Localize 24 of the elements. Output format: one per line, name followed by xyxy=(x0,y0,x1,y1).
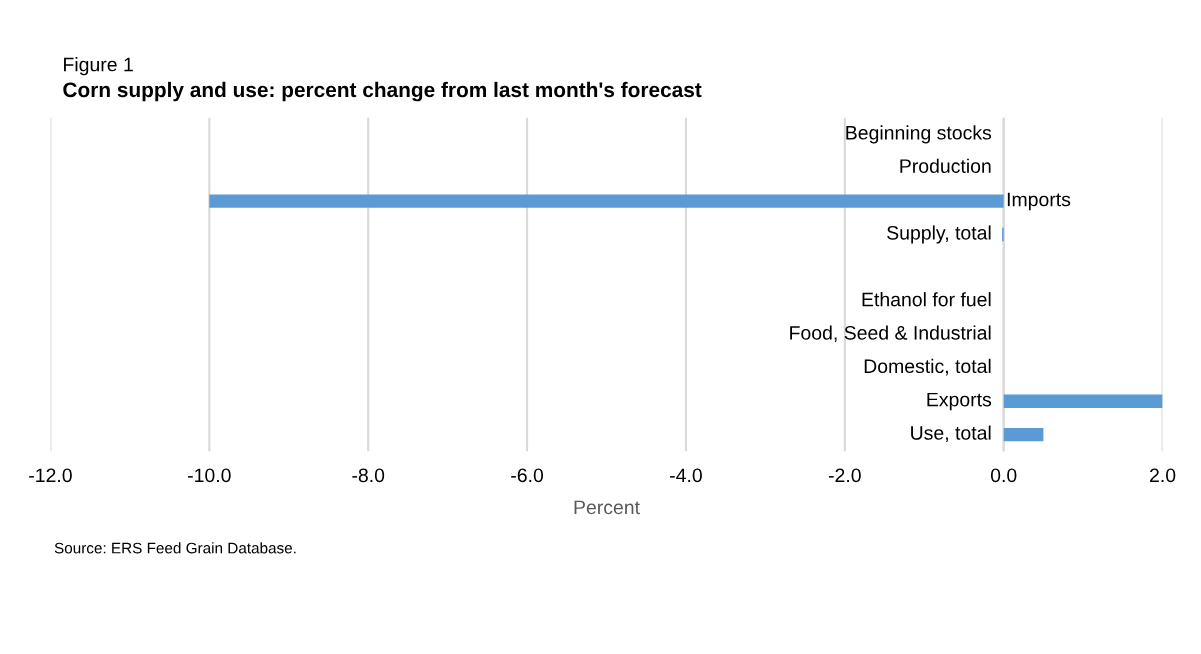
x-tick-label: -8.0 xyxy=(352,468,385,483)
x-axis-title: Percent xyxy=(574,500,640,515)
bar xyxy=(209,194,1004,208)
bar xyxy=(1003,394,1163,408)
y-tick-label: Supply, total xyxy=(887,225,991,244)
x-tick-label: 0.0 xyxy=(990,468,1017,483)
x-tick-label: -12.0 xyxy=(29,468,72,483)
bar xyxy=(1003,427,1044,442)
x-tick-label: -10.0 xyxy=(188,468,231,483)
source-note: Source: ERS Feed Grain Database. xyxy=(54,542,296,554)
x-tick-label: 2.0 xyxy=(1150,468,1176,483)
x-tick-label: -4.0 xyxy=(670,468,702,483)
y-tick-label: Ethanol for fuel xyxy=(862,292,991,307)
y-tick-label: Domestic, total xyxy=(864,358,991,376)
caption: Figure 1 xyxy=(64,57,133,76)
x-tick-label: -6.0 xyxy=(511,468,544,483)
y-tick-label: Use, total xyxy=(911,425,991,443)
x-tick-label: -2.0 xyxy=(828,468,861,483)
y-tick-label: Imports xyxy=(1007,192,1071,211)
y-tick-label: Beginning stocks xyxy=(846,125,992,144)
chart-title: Corn supply and use: percent change from last month's forecast xyxy=(63,81,702,102)
y-tick-label: Production xyxy=(900,158,991,173)
y-tick-label: Exports xyxy=(927,392,992,411)
y-tick-label: Food, Seed & Industrial xyxy=(790,325,991,343)
